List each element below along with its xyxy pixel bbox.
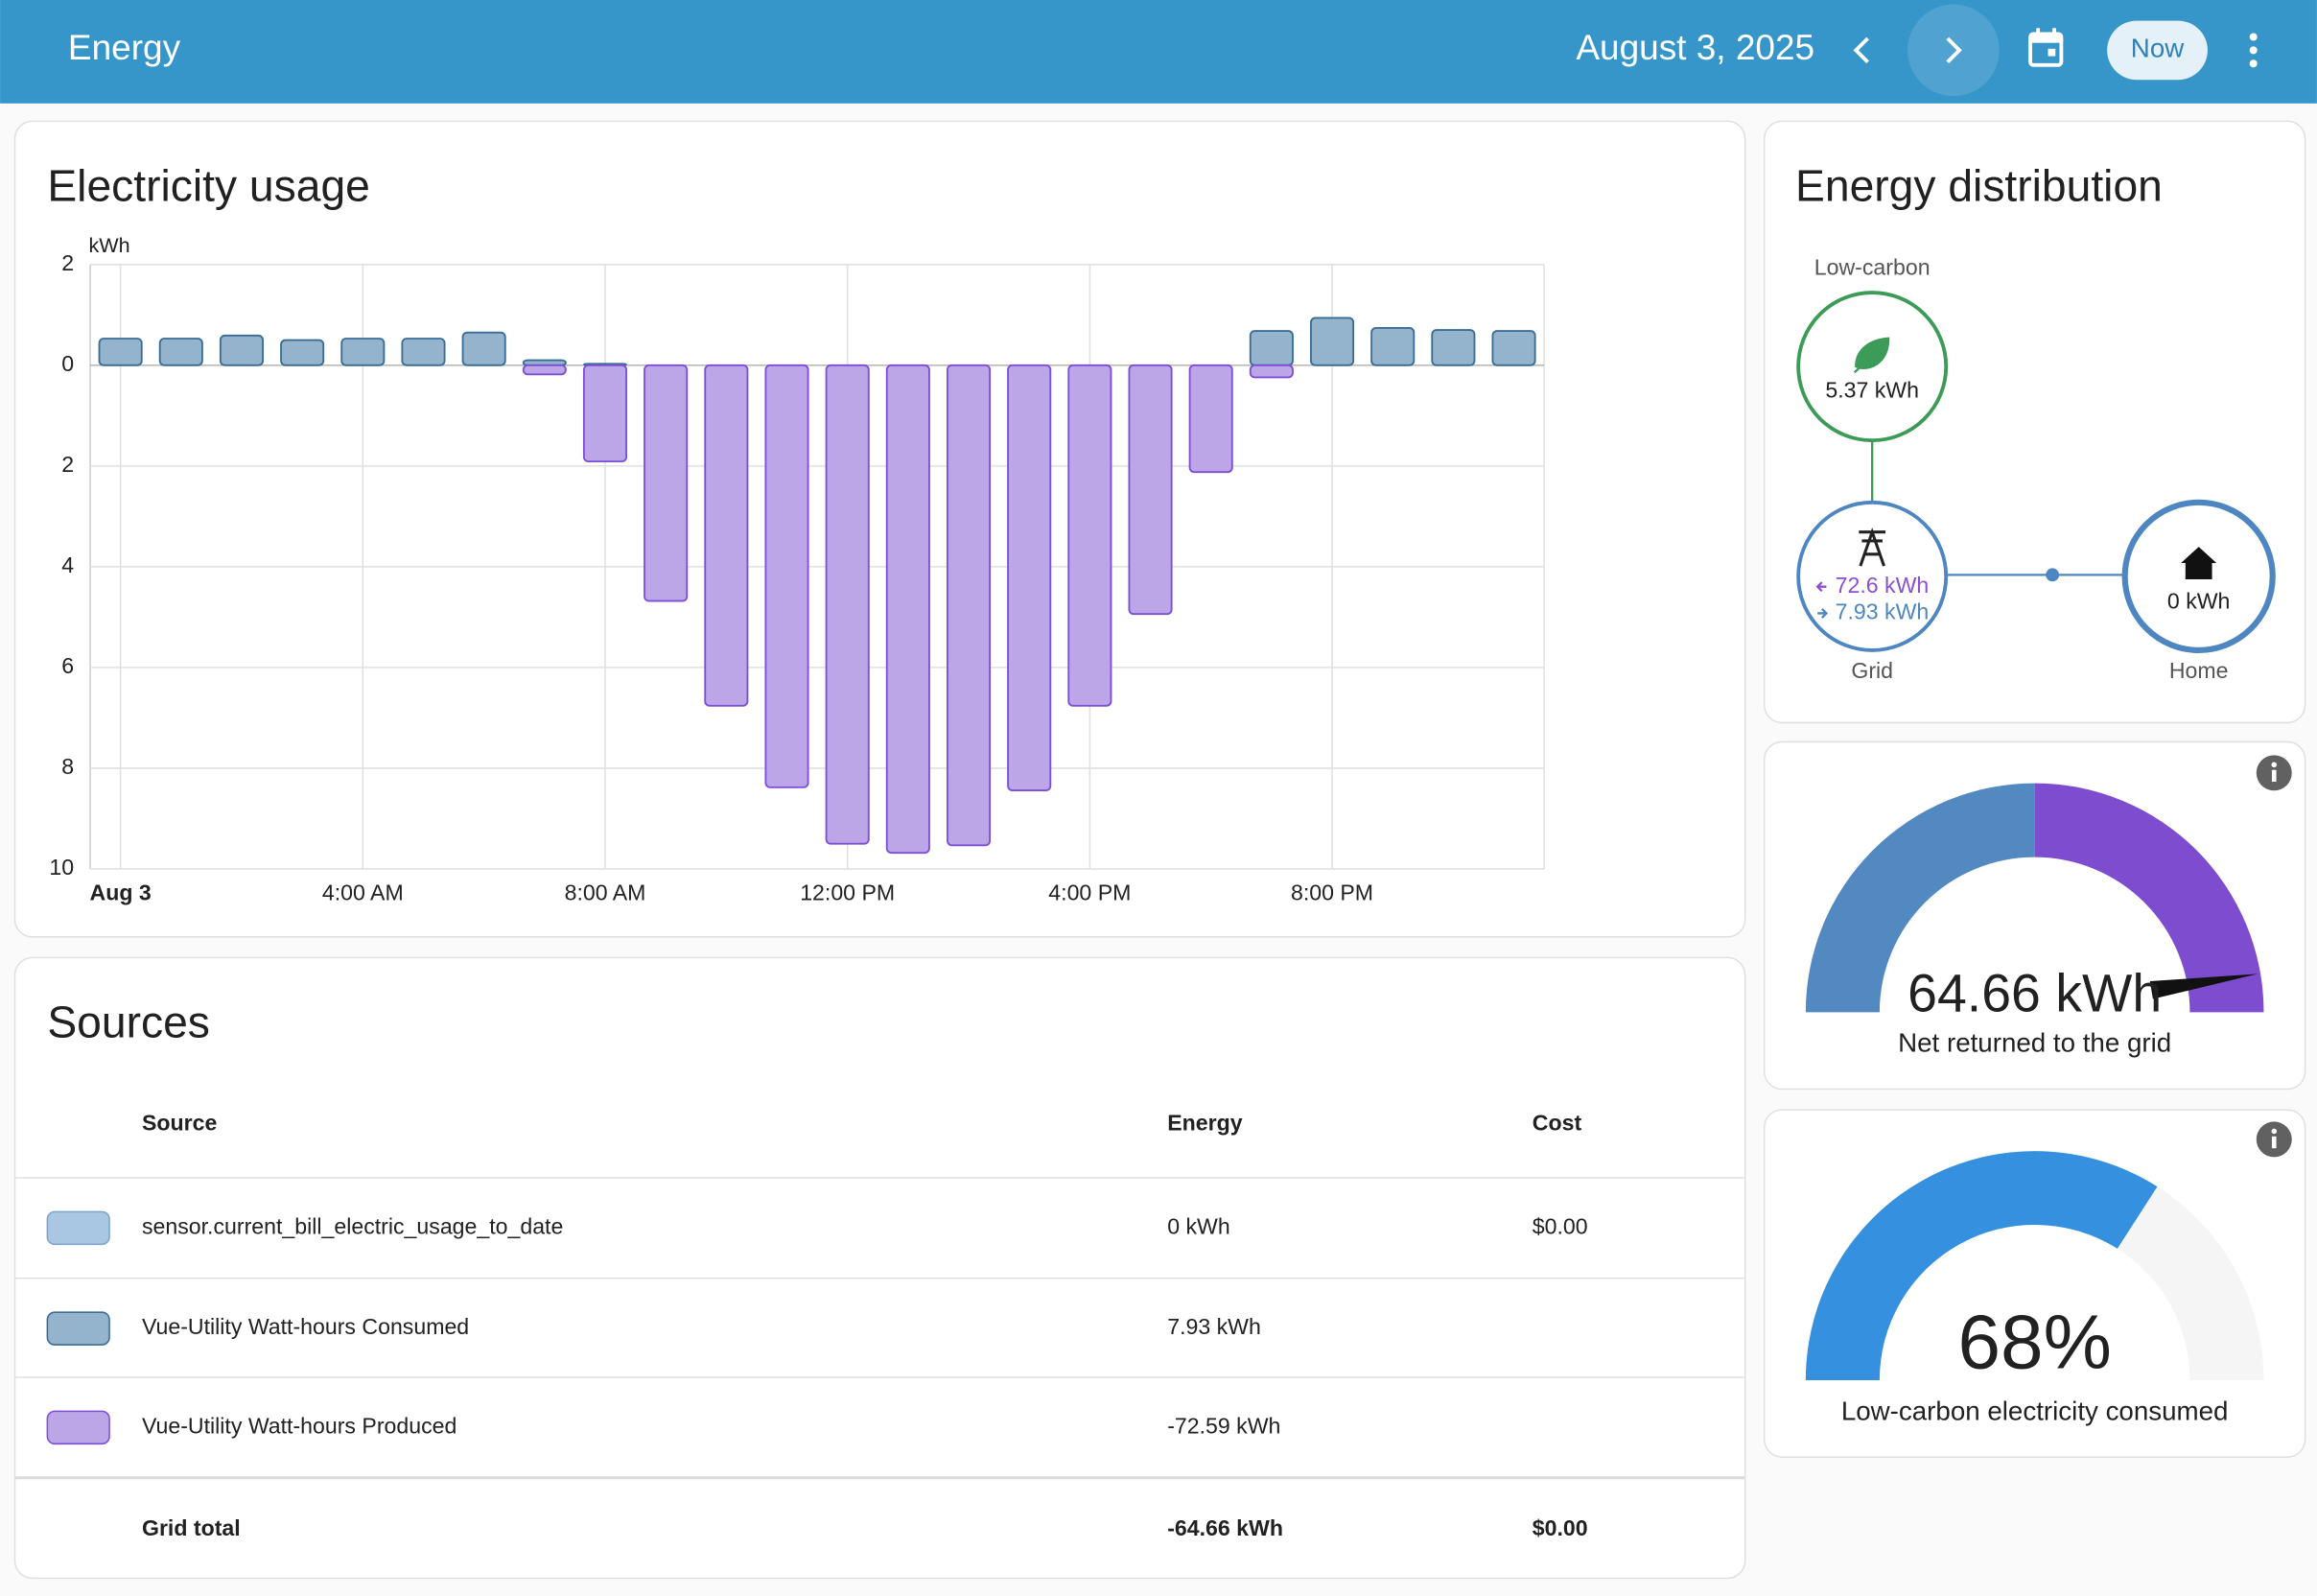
bar bbox=[219, 334, 265, 366]
y-tick-label: 8 bbox=[61, 754, 74, 779]
y-tick-label: 2 bbox=[61, 452, 74, 477]
gauge-label: Net returned to the grid bbox=[1898, 1028, 2171, 1058]
bar bbox=[1188, 364, 1233, 474]
total-label: Grid total bbox=[142, 1515, 241, 1540]
bar bbox=[98, 338, 143, 366]
node-value: 5.37 kWh bbox=[1825, 377, 1919, 402]
bar bbox=[1007, 364, 1052, 791]
y-axis-unit: kWh bbox=[89, 233, 130, 257]
bar bbox=[1067, 364, 1112, 707]
calendar-button[interactable] bbox=[2028, 28, 2064, 67]
leaf-icon bbox=[1853, 337, 1890, 374]
node-label: Low-carbon bbox=[1814, 255, 1931, 280]
x-tick-label: 4:00 PM bbox=[1048, 880, 1131, 904]
info-icon[interactable] bbox=[2256, 1121, 2292, 1158]
gauge-value: 68% bbox=[1957, 1298, 2111, 1384]
source-name: Vue-Utility Watt-hours Consumed bbox=[142, 1314, 469, 1339]
source-energy: 0 kWh bbox=[1167, 1213, 1230, 1238]
source-swatch bbox=[46, 1311, 110, 1346]
sources-card bbox=[13, 956, 1746, 1580]
x-tick-label: 8:00 AM bbox=[565, 880, 646, 904]
previous-button[interactable] bbox=[1853, 36, 1869, 64]
now-button[interactable] bbox=[2107, 20, 2208, 81]
total-energy: -64.66 kWh bbox=[1167, 1515, 1283, 1540]
y-tick-label: 4 bbox=[61, 552, 74, 577]
usage-chart: 2 0 2 4 6 8 10 Aug 3 4:00 AM 8:00 AM 12:00 PM 4:00 … bbox=[49, 250, 1545, 904]
gauge-track bbox=[2117, 1186, 2264, 1381]
source-cost: $0.00 bbox=[1533, 1213, 1588, 1238]
now-button-label[interactable]: Now bbox=[2131, 34, 2185, 63]
y-tick-label: 6 bbox=[61, 653, 74, 678]
bar bbox=[885, 364, 930, 855]
bar bbox=[401, 338, 446, 366]
next-button[interactable] bbox=[1946, 36, 1962, 64]
bar bbox=[158, 338, 203, 366]
bar bbox=[825, 364, 870, 845]
chart-title: Electricity usage bbox=[47, 160, 370, 210]
usage-card bbox=[13, 120, 1746, 938]
x-tick-label: 4:00 AM bbox=[322, 880, 404, 904]
node-label: Home bbox=[2169, 658, 2229, 683]
source-energy: 7.93 kWh bbox=[1167, 1314, 1261, 1339]
sources-title: Sources bbox=[47, 997, 210, 1046]
gauge-needle bbox=[2149, 974, 2258, 999]
bar bbox=[946, 364, 992, 847]
source-name: Vue-Utility Watt-hours Produced bbox=[142, 1413, 456, 1438]
gauge-fill bbox=[1805, 1151, 2158, 1381]
y-tick-label: 10 bbox=[49, 855, 74, 880]
next-button-highlight[interactable] bbox=[1907, 4, 2000, 97]
bar bbox=[704, 364, 749, 707]
export-arrow bbox=[1817, 607, 1829, 619]
source-energy: -72.59 kWh bbox=[1167, 1413, 1280, 1438]
info-icon[interactable] bbox=[2256, 755, 2292, 791]
source-swatch bbox=[46, 1410, 110, 1445]
column-header: Source bbox=[142, 1111, 217, 1136]
gauge-label: Low-carbon electricity consumed bbox=[1841, 1396, 2229, 1425]
x-tick-label: Aug 3 bbox=[90, 880, 152, 904]
bar bbox=[461, 331, 506, 366]
column-header: Energy bbox=[1167, 1111, 1242, 1136]
bar bbox=[280, 339, 325, 366]
grid-node[interactable] bbox=[1796, 500, 1949, 652]
overflow-menu[interactable] bbox=[2249, 33, 2258, 68]
date-label[interactable]: August 3, 2025 bbox=[1576, 28, 1814, 67]
bar bbox=[582, 364, 628, 463]
app-bar bbox=[0, 0, 2317, 104]
gauge-segment bbox=[1805, 783, 2035, 1013]
grid-tower-icon bbox=[1859, 527, 1886, 567]
y-tick-label: 0 bbox=[61, 351, 74, 376]
bar bbox=[1491, 330, 1536, 366]
bar bbox=[1249, 364, 1294, 379]
bar bbox=[1431, 329, 1476, 366]
x-tick-label: 8:00 PM bbox=[1291, 880, 1373, 904]
y-tick-label: 2 bbox=[61, 250, 74, 275]
grid-export: 7.93 kWh bbox=[1836, 599, 1930, 624]
flow-dot bbox=[2046, 568, 2060, 582]
x-tick-label: 12:00 PM bbox=[800, 880, 895, 904]
bar bbox=[644, 364, 689, 602]
bar bbox=[1310, 317, 1355, 366]
bar bbox=[1128, 364, 1173, 616]
gauge-value: 64.66 kWh bbox=[1907, 964, 2162, 1023]
app-title: Energy bbox=[68, 28, 181, 67]
source-name: sensor.current_bill_electric_usage_to_da… bbox=[142, 1213, 563, 1238]
grid-import: 72.6 kWh bbox=[1836, 573, 1930, 598]
import-arrow bbox=[1815, 581, 1827, 593]
column-header: Cost bbox=[1533, 1111, 1582, 1136]
node-label: Grid bbox=[1851, 658, 1893, 683]
bar bbox=[340, 338, 386, 366]
bar bbox=[1249, 330, 1294, 366]
bar bbox=[764, 364, 809, 788]
bar bbox=[522, 364, 567, 376]
gauge-segment bbox=[2034, 783, 2264, 1013]
source-swatch bbox=[46, 1210, 110, 1246]
distribution-title: Energy distribution bbox=[1795, 160, 2163, 210]
bar bbox=[1370, 327, 1416, 366]
total-cost: $0.00 bbox=[1533, 1515, 1588, 1540]
node-value: 0 kWh bbox=[2167, 589, 2231, 614]
